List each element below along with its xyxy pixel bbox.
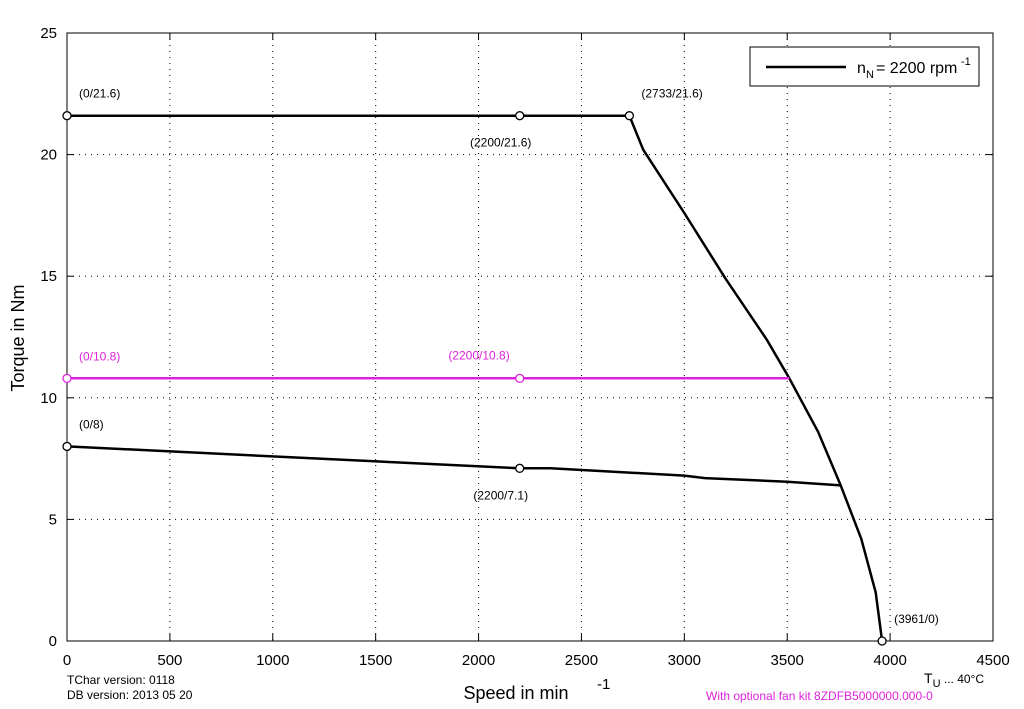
x-tick-label: 2500 bbox=[565, 652, 598, 669]
x-tick-label: 3000 bbox=[668, 652, 701, 669]
ambient-symbol: T bbox=[924, 670, 933, 686]
data-labels: (0/21.6) (2200/21.6) (2733/21.6) (0/10.8) (2… bbox=[79, 87, 939, 626]
y-tick-label: 0 bbox=[49, 633, 57, 650]
tchar-version-note: TChar version: 0118 bbox=[67, 673, 175, 687]
y-tick-label: 25 bbox=[40, 25, 57, 42]
data-marker bbox=[515, 111, 525, 121]
legend-superscript: -1 bbox=[961, 56, 971, 68]
legend-symbol: n bbox=[857, 60, 866, 77]
data-label: (0/8) bbox=[79, 417, 104, 431]
data-label: (0/10.8) bbox=[79, 349, 120, 363]
data-markers bbox=[62, 111, 887, 646]
legend: n N = 2200 rpm -1 bbox=[749, 46, 980, 87]
x-axis-title-text: Speed in min bbox=[463, 683, 568, 703]
y-tick-label: 10 bbox=[40, 390, 57, 407]
data-marker bbox=[62, 111, 72, 121]
data-label: (2200/10.8) bbox=[448, 348, 509, 362]
ambient-value: ... 40°C bbox=[943, 672, 985, 686]
x-tick-label: 1500 bbox=[359, 652, 392, 669]
x-tick-label: 4500 bbox=[976, 652, 1009, 669]
data-marker bbox=[515, 463, 525, 473]
ambient-temperature-note: TU ... 40°C bbox=[924, 670, 985, 690]
data-label: (2733/21.6) bbox=[641, 87, 702, 101]
db-version-note: DB version: 2013 05 20 bbox=[67, 688, 193, 702]
x-tick-label: 500 bbox=[157, 652, 182, 669]
y-tick-label: 5 bbox=[49, 511, 57, 528]
data-label: (0/21.6) bbox=[79, 87, 120, 101]
data-label: (3961/0) bbox=[894, 612, 939, 626]
data-label: (2200/21.6) bbox=[470, 136, 531, 150]
x-tick-label: 4000 bbox=[873, 652, 906, 669]
data-marker bbox=[515, 373, 525, 383]
fan-kit-note: With optional fan kit 8ZDFB5000000.000-0 bbox=[706, 689, 933, 703]
data-label: (2200/7.1) bbox=[473, 488, 528, 502]
data-marker bbox=[62, 373, 72, 383]
series-lines bbox=[66, 114, 884, 642]
y-axis-title: Torque in Nm bbox=[8, 284, 28, 391]
plot-border bbox=[66, 32, 994, 642]
x-tick-label: 2000 bbox=[462, 652, 495, 669]
legend-subscript: N bbox=[866, 69, 874, 81]
data-marker bbox=[62, 441, 72, 452]
x-axis-title: Speed in min bbox=[463, 683, 568, 703]
x-axis-title-superscript: -1 bbox=[597, 676, 610, 693]
plot-frame bbox=[66, 32, 994, 642]
ambient-subscript: U bbox=[932, 678, 941, 690]
y-tick-label: 15 bbox=[40, 268, 57, 285]
grid-lines bbox=[67, 33, 993, 641]
y-axis-ticks: 0 5 10 15 20 25 bbox=[40, 25, 993, 650]
series-line-3 bbox=[66, 445, 841, 487]
x-tick-label: 1000 bbox=[256, 652, 289, 669]
x-tick-label: 0 bbox=[63, 652, 71, 669]
x-tick-label: 3500 bbox=[771, 652, 804, 669]
data-marker bbox=[624, 111, 635, 121]
data-marker bbox=[877, 636, 887, 646]
y-tick-label: 20 bbox=[40, 147, 57, 164]
legend-text: = 2200 rpm bbox=[876, 60, 957, 77]
x-axis-ticks: 0 500 1000 1500 2000 2500 3000 3500 4000 4500 bbox=[63, 33, 1010, 669]
